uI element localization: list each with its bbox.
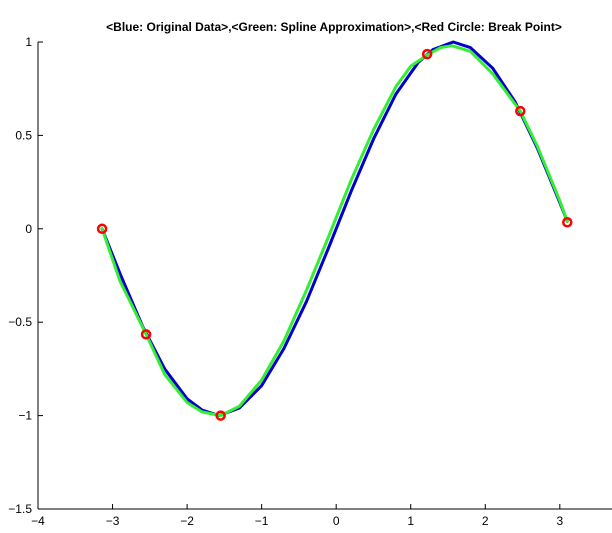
x-tick-label: 0 <box>333 514 340 528</box>
break-point <box>96 223 108 235</box>
x-tick-label: −2 <box>180 514 194 528</box>
plot-area <box>96 40 573 421</box>
y-tick-label: 0.5 <box>15 128 32 142</box>
x-tick-label: 2 <box>482 514 489 528</box>
break-point <box>562 217 573 228</box>
break-point <box>140 329 152 340</box>
break-point <box>215 410 226 421</box>
x-tick-label: −3 <box>106 514 120 528</box>
x-tick-label: −4 <box>31 514 45 528</box>
x-tick-label: −1 <box>255 514 269 528</box>
y-tick-label: −1 <box>18 409 32 423</box>
y-tick-label: −1.5 <box>8 502 32 516</box>
y-tick-label: 1 <box>25 35 32 49</box>
break-point <box>515 105 526 117</box>
spline-approximation-line <box>100 44 569 418</box>
y-tick-label: −0.5 <box>8 315 32 329</box>
axes: −4 −3 −2 −1 0 1 2 3 −1.5 −1 −0.5 0 0.5 1 <box>8 35 612 528</box>
x-tick-label: 1 <box>407 514 414 528</box>
original-data-line <box>100 40 569 418</box>
break-point <box>421 48 433 60</box>
y-tick-label: 0 <box>25 222 32 236</box>
chart-title: <Blue: Original Data>,<Green: Spline App… <box>106 20 562 34</box>
x-tick-label: 3 <box>556 514 563 528</box>
